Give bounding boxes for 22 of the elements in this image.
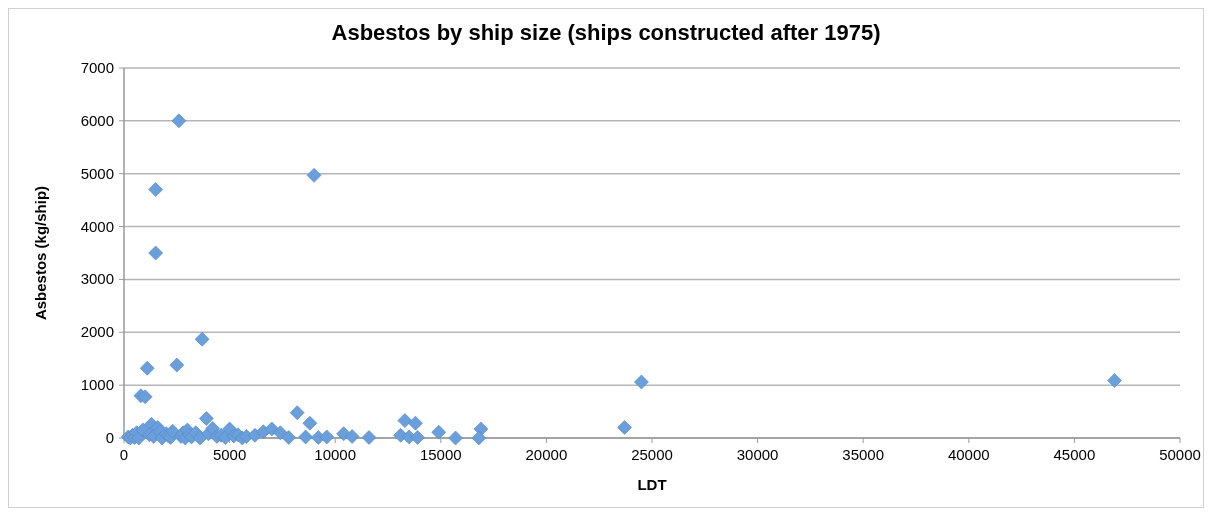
y-tick-label: 3000	[80, 270, 114, 288]
x-tick-label: 5000	[212, 446, 247, 463]
x-tick-label: 15000	[419, 446, 462, 463]
x-tick-label: 30000	[736, 446, 779, 463]
y-axis-title: Asbestos (kg/ship)	[32, 185, 49, 321]
y-tick-label: 4000	[80, 217, 114, 235]
y-tick-label: 1000	[80, 376, 114, 394]
x-tick-label: 0	[119, 446, 129, 463]
y-tick-label: 2000	[80, 323, 114, 341]
y-tick-label: 7000	[80, 59, 114, 76]
x-tick-label: 25000	[631, 446, 673, 463]
x-tick-label: 20000	[525, 446, 568, 463]
x-tick-label: 50000	[1159, 446, 1201, 463]
y-tick-label: 5000	[80, 164, 114, 182]
x-tick-label: 45000	[1053, 446, 1096, 463]
chart-title: Asbestos by ship size (ships constructed after 1975)	[331, 20, 881, 45]
y-tick-label: 0	[105, 429, 114, 446]
x-tick-label: 40000	[947, 446, 990, 463]
x-axis-title: LDT	[637, 476, 667, 493]
x-tick-label: 10000	[314, 446, 357, 463]
x-tick-label: 35000	[842, 446, 885, 463]
y-tick-label: 6000	[80, 111, 114, 129]
